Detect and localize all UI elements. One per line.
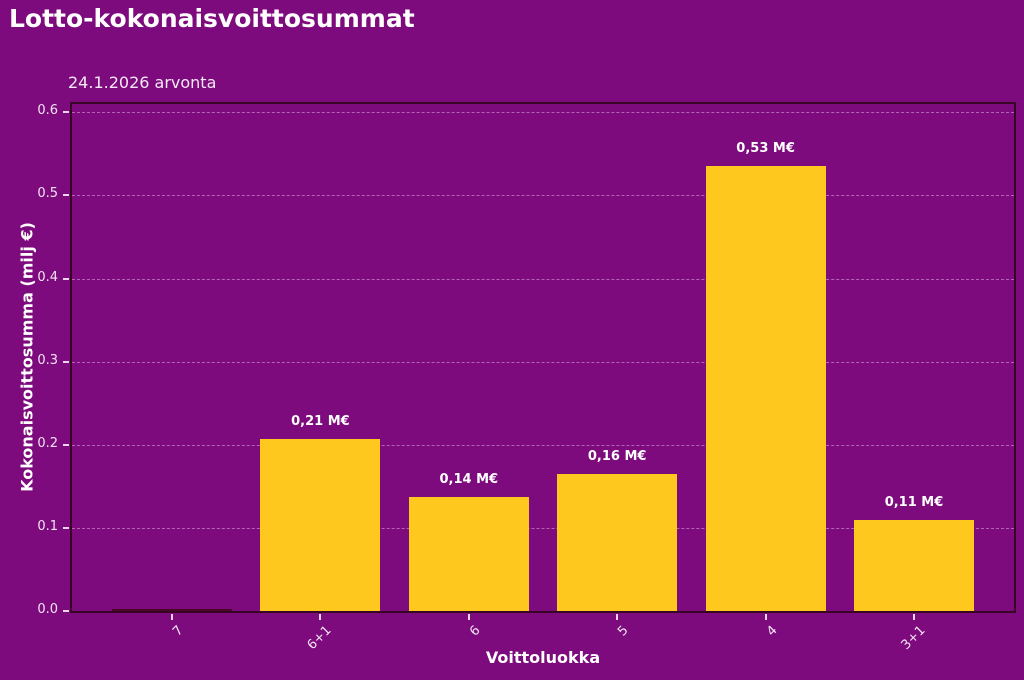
y-tick-label: 0.1 [37,518,58,534]
x-tick-mark [319,614,322,620]
bar-6 [408,497,529,611]
x-tick-mark [764,614,767,620]
bar-3+1 [854,520,974,611]
chart-title: Lotto-kokonaisvoittosummat [9,4,415,33]
y-tick-label: 0.0 [37,602,58,617]
y-tick-label: 0.2 [37,435,58,451]
y-tick-mark [63,526,69,529]
y-tick-label: 0.6 [37,103,58,119]
y-tick-label: 0.4 [37,269,58,285]
plot-area: 0,21 M€ 0,14 M€ 0,16 M€ 0,53 M€ 0,11 M€ [70,102,1016,613]
x-tick-mark [616,614,619,620]
y-tick-mark [63,277,69,280]
bar-4 [705,166,826,611]
gridline-0.6 [72,112,1014,114]
bar-value-label: 0,11 M€ [884,495,944,511]
x-tick-mark [171,614,173,620]
bar-value-label: 0,14 M€ [439,472,499,488]
gridline-0.1 [72,527,1014,529]
x-axis-label: Voittoluokka [485,648,601,667]
bar-5 [557,473,678,611]
bar-7 [112,609,232,611]
y-tick-mark [63,194,69,197]
y-tick-mark [63,610,69,612]
gridline-0.4 [72,278,1014,280]
x-tick-mark [467,614,470,620]
bar-value-label: 0,21 M€ [291,413,350,429]
y-tick-label: 0.3 [37,352,58,368]
y-tick-mark [63,111,69,114]
gridline-0.3 [72,361,1014,363]
gridline-0.2 [72,444,1014,446]
x-tick-mark [913,614,915,620]
y-tick-mark [63,443,69,446]
bar-value-label: 0,16 M€ [587,448,647,464]
y-tick-mark [63,360,69,363]
chart-subtitle: 24.1.2026 arvonta [68,73,217,92]
bar-value-label: 0,53 M€ [736,141,795,157]
bar-6+1 [260,438,381,611]
gridline-0.5 [72,195,1014,197]
y-tick-label: 0.5 [37,186,58,202]
